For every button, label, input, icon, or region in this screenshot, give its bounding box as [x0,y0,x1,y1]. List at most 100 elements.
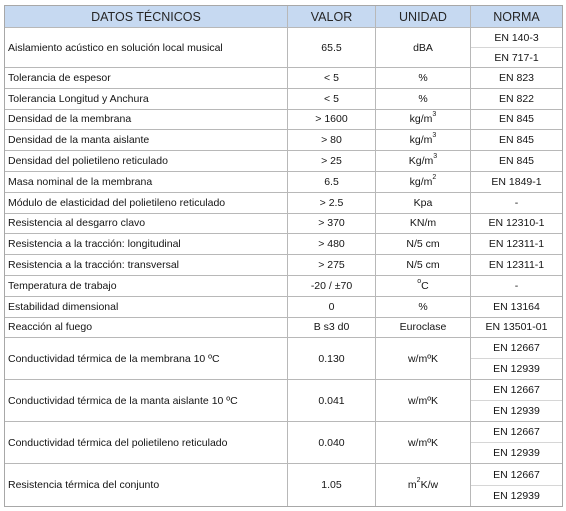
property-norm: EN 822 [498,92,535,105]
property-norm: EN 12311-1 [488,259,545,272]
property-norm: EN 845 [498,155,535,168]
property-label: Conductividad térmica del polietileno re… [5,422,288,464]
unit-text: kg/m [409,134,433,147]
property-label: Conductividad térmica de la membrana 10 … [5,338,288,380]
norm-line: EN 12667 [471,464,562,486]
unit-text: KN/m [409,217,437,230]
property-value: > 275 [288,255,376,275]
property-unit: kg/m 2 [376,171,471,192]
property-label: Aislamiento acústico en solución local m… [5,28,288,67]
property-unit: Kpa [376,192,471,213]
unit-text: % [418,300,428,313]
property-norm: EN 13501-01 [485,321,548,334]
table-header: DATOS TÉCNICOS VALOR UNIDAD NORMA [5,6,562,28]
property-value: < 5 [288,68,376,88]
property-value: 0.040 [288,422,376,464]
norm-line: EN 140-3 [471,28,562,48]
unit-text: Kpa [413,196,433,209]
norm-line: EN 12939 [493,490,540,503]
table-row: Reacción al fuego B s3 d0 Euroclase EN 1… [5,317,562,339]
property-norm: EN 845 [498,113,535,126]
norm-line: EN 12939 [493,447,540,460]
table-row: Conductividad térmica de la manta aislan… [5,380,562,423]
table-row: Aislamiento acústico en solución local m… [5,28,562,68]
property-unit: kg/m 3 [376,130,471,151]
property-label: Temperatura de trabajo [5,275,288,296]
property-value: 0.041 [288,380,376,422]
property-label: Resistencia térmica del conjunto [5,464,288,507]
unit-suffix: K/w [420,479,439,492]
property-value: 0.130 [288,338,376,380]
property-unit: Euroclase [376,317,471,338]
property-norm: EN 12667 EN 12939 [471,338,562,379]
property-value: > 1600 [288,109,376,130]
property-norm: - [514,196,519,209]
property-label: Densidad del polietileno reticulado [5,151,288,171]
property-value: > 370 [288,213,376,234]
property-unit: % [376,88,471,109]
table-row: Resistencia al desgarro clavo > 370 KN/m… [5,213,562,235]
property-norm: EN 12310-1 [488,217,545,230]
unit-text: kg/m [409,175,433,188]
header-norm: NORMA [493,9,540,24]
property-label: Reacción al fuego [5,317,288,338]
technical-data-table: DATOS TÉCNICOS VALOR UNIDAD NORMA Aislam… [4,5,563,508]
unit-suffix: C [421,279,429,292]
unit-text: m [407,479,417,492]
norm-line: EN 12939 [493,405,540,418]
table-row: Tolerancia de espesor < 5 % EN 823 [5,68,562,89]
property-value: B s3 d0 [288,317,376,338]
unit-text: N/5 cm [406,259,440,272]
unit-text: Euroclase [399,321,447,334]
property-value: > 25 [288,151,376,171]
property-label: Masa nominal de la membrana [5,171,288,192]
norm-line: EN 717-1 [494,51,539,64]
property-unit: w/mºK [376,380,471,422]
property-unit: dBA [376,28,471,67]
table-row: Conductividad térmica del polietileno re… [5,422,562,465]
unit-text: N/5 cm [406,238,440,251]
property-norm: EN 12311-1 [488,238,545,251]
property-value: 1.05 [288,464,376,507]
unit-text: % [418,71,428,84]
property-value: > 2.5 [288,192,376,213]
header-unit: UNIDAD [376,6,471,27]
property-unit: w/mºK [376,422,471,464]
table-row: Resistencia a la tracción: longitudinal … [5,234,562,256]
property-value: < 5 [288,88,376,109]
property-label: Densidad de la membrana [5,109,288,130]
table-row: Conductividad térmica de la membrana 10 … [5,338,562,381]
unit-text: kg/m [409,113,433,126]
table-row: Resistencia a la tracción: transversal >… [5,255,562,276]
norm-line: EN 12939 [493,363,540,376]
property-norm: EN 13164 [493,300,540,313]
table-row: Densidad del polietileno reticulado > 25… [5,151,562,172]
table-row: Masa nominal de la membrana 6.5 kg/m 2 EN… [5,171,562,193]
norm-line: EN 12667 [471,380,562,402]
property-label: Módulo de elasticidad del polietileno re… [5,192,288,213]
unit-text: w/mºK [407,436,439,449]
property-norm: EN 823 [498,71,535,84]
table-row: Densidad de la manta aislante > 80 kg/m 3… [5,130,562,152]
property-unit: Kg/m 3 [376,151,471,171]
property-unit: % [376,68,471,88]
norm-line: EN 12667 [471,422,562,444]
property-value: > 480 [288,234,376,255]
property-value: -20 / ±70 [288,275,376,296]
property-norm: EN 12667 EN 12939 [471,380,562,421]
property-unit: m 2 K/w [376,464,471,507]
property-norm: EN 12667 EN 12939 [471,464,562,506]
unit-text: % [418,92,428,105]
property-label: Tolerancia de espesor [5,68,288,88]
property-label: Tolerancia Longitud y Anchura [5,88,288,109]
property-norm: EN 1849-1 [491,175,542,188]
property-label: Estabilidad dimensional [5,296,288,317]
unit-text: w/mºK [407,352,439,365]
property-unit: kg/m 3 [376,109,471,130]
property-norm: EN 140-3 EN 717-1 [471,28,562,67]
property-label: Resistencia al desgarro clavo [5,213,288,234]
property-unit: KN/m [376,213,471,234]
table-row: Densidad de la membrana > 1600 kg/m 3 EN … [5,109,562,131]
property-value: 6.5 [288,171,376,192]
